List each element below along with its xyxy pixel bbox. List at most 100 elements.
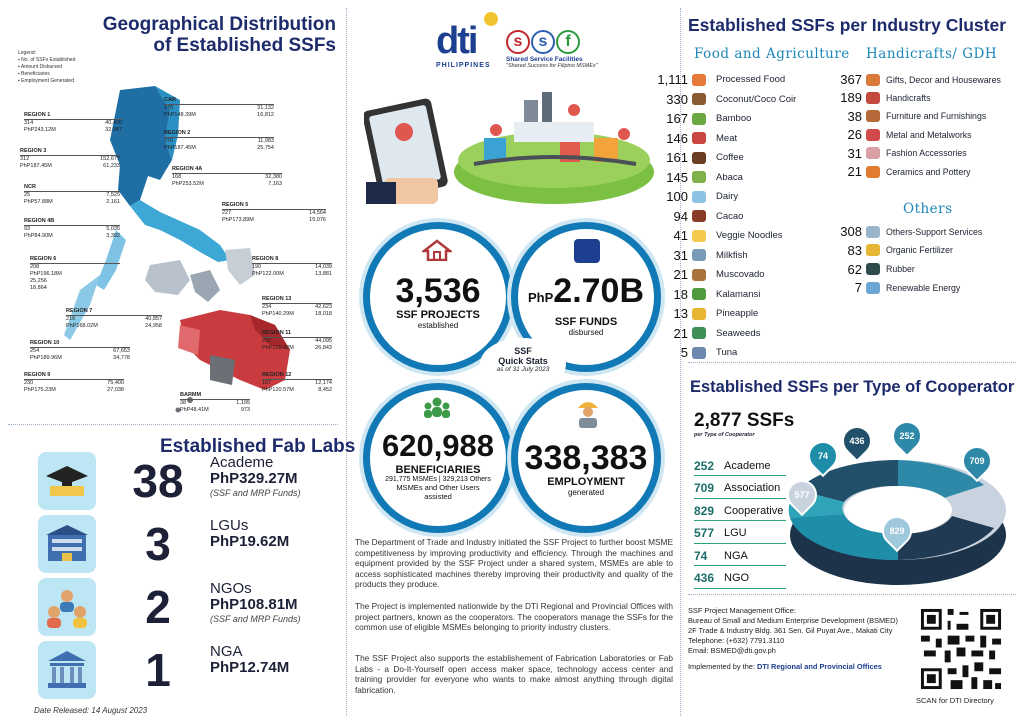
cooperator-item: 74 NGA [694, 546, 786, 566]
fablab-amount: PhP19.62M [210, 533, 290, 550]
funds-prefix: PhP [527, 290, 554, 305]
fablab-nga: 1 NGA PhP12.74M [38, 641, 338, 703]
cooperator-name: NGO [724, 572, 750, 584]
legend-item: ▪ Beneficiaries [18, 71, 50, 77]
cooperator-item: 709 Association [694, 479, 786, 499]
industry-item: 167 Bamboo [650, 109, 751, 128]
industry-count: 41 [673, 228, 688, 243]
cooperator-name: LGU [724, 527, 747, 539]
food-category-title: Food and Agriculture [694, 46, 850, 62]
map-central-visayas [190, 270, 220, 302]
fablab-name: NGOs [210, 580, 252, 597]
cooperators-total-sub: per Type of Cooperator [694, 432, 755, 438]
ssf-logo-s-icon: s [506, 30, 530, 54]
office-email[interactable]: Email: BSMED@dti.gov.ph [688, 646, 776, 655]
fablab-academe: 38 Academe PhP329.27M (SSF and MRP Funds… [38, 452, 338, 514]
cooperator-name: Cooperative [724, 504, 784, 517]
industry-count: 62 [847, 261, 862, 277]
industry-count: 18 [673, 286, 688, 302]
industry-count: 367 [840, 72, 862, 87]
region-4b: REGION 4B 93 5,035 PhP84.90M 3,392 [24, 218, 120, 239]
industry-item: 308 Others-Support Services [834, 222, 982, 241]
industry-name: Fashion Accessories [886, 148, 967, 159]
legend-label: No. of SSFs Established [21, 57, 76, 63]
map-zamboanga [178, 325, 200, 355]
dti-logo-sub: PHILIPPINES [436, 62, 491, 69]
fablab-name: LGUs [210, 517, 249, 534]
fablab-name: Academe [210, 454, 274, 471]
industry-name: Bamboo [716, 113, 752, 124]
bureau-name: Bureau of Small and Medium Enterprise De… [688, 616, 898, 625]
industry-icon [692, 93, 706, 105]
industry-name: Organic Fertilizer [886, 245, 953, 256]
industry-count: 189 [840, 90, 862, 106]
industry-item: 31 Milkfish [650, 246, 748, 265]
map-island [187, 397, 193, 403]
cooperator-name: NGA [724, 549, 748, 562]
geo-title-line2: of Established SSFs [153, 35, 336, 56]
industry-icon [692, 132, 706, 144]
industry-icon [866, 225, 880, 238]
house-icon [420, 239, 454, 262]
ssf-logo: s s f Shared Service Facilities "Shared … [506, 30, 614, 78]
smart-city-illustration [364, 92, 654, 204]
qr-code-icon[interactable] [918, 606, 1004, 692]
industry-count: 330 [666, 91, 688, 107]
cooperator-item: 577 LGU [694, 524, 786, 544]
industry-count: 167 [666, 111, 688, 126]
industry-icon [866, 244, 880, 257]
fablabs-title: Established Fab Labs [160, 436, 356, 457]
industry-count: 145 [666, 169, 688, 185]
industry-icon [692, 268, 706, 281]
industry-item: 146 Meat [650, 129, 737, 148]
industry-name: Ceramics and Pottery [886, 166, 971, 177]
industry-icon [692, 210, 706, 222]
industry-item: 161 Coffee [650, 148, 744, 167]
industry-icon [866, 147, 880, 160]
region-1: REGION 1 314 40,400 PhP243.12M 32,987 [24, 112, 122, 133]
fablab-lgus: 3 LGUs PhP19.62M [38, 515, 338, 577]
industry-item: 330 Coconut/Coco Coir [650, 90, 796, 109]
legend-item: ▪ No. of SSFs Established [18, 57, 76, 63]
map-south-luzon [130, 200, 230, 262]
industry-name: Renewable Energy [886, 282, 961, 293]
funds-value-row: PhP2.70B [518, 273, 654, 316]
divider [8, 424, 338, 425]
worker-icon [574, 396, 602, 428]
beneficiaries-value: 620,988 [381, 428, 495, 463]
implemented-row: Implemented by the: DTI Regional and Pro… [688, 662, 908, 672]
map-legend: Legend: ▪ No. of SSFs Established ▪ Amou… [18, 50, 98, 85]
employment-sub: generated [567, 488, 605, 497]
handicrafts-category-title: Handicrafts/ GDH [866, 46, 998, 62]
region-barmm: BARMM 38 1,195 PhP48.41M 973 [180, 392, 250, 413]
funds-sub: disbursed [568, 328, 604, 337]
region-11: REGION 11 292 44,095 PhP128.92M 26,843 [262, 330, 332, 351]
industry-icon [866, 110, 880, 123]
fablab-count: 2 [145, 581, 171, 633]
dti-logo: dti PHILIPPINES [436, 20, 496, 74]
industry-icon [866, 73, 880, 86]
divider [346, 8, 347, 716]
graduation-cap-icon [38, 452, 96, 510]
map-palawan [64, 275, 100, 340]
industry-name: Cacao [716, 210, 744, 222]
industry-name: Kalamansi [716, 288, 761, 300]
industry-count: 5 [680, 345, 688, 360]
industry-name: Coconut/Coco Coir [716, 93, 797, 105]
industry-item: 189 Handicrafts [834, 88, 930, 107]
legend-title: Legend: [18, 50, 37, 56]
region-4a: REGION 4A 168 32,380 PhP253.52M 7,163 [172, 166, 282, 187]
geo-title-line1: Geographical Distribution [102, 14, 336, 35]
industry-icon [692, 171, 706, 183]
projects-label: SSF PROJECTS [396, 309, 480, 321]
fablab-amount: PhP108.81M [210, 596, 298, 613]
industry-icon [692, 73, 706, 86]
industry-item: 1,111 Processed Food [650, 70, 785, 89]
industry-icon [692, 307, 706, 320]
industry-title: Established SSFs per Industry Cluster [688, 15, 1006, 35]
industry-count: 7 [854, 280, 862, 296]
legend-item: ▪ Employment Generated [18, 78, 74, 84]
ssf-logo-s2-icon: s [531, 30, 555, 54]
fablab-count: 3 [145, 518, 171, 570]
quick-stats-title1: SSF [514, 346, 532, 356]
